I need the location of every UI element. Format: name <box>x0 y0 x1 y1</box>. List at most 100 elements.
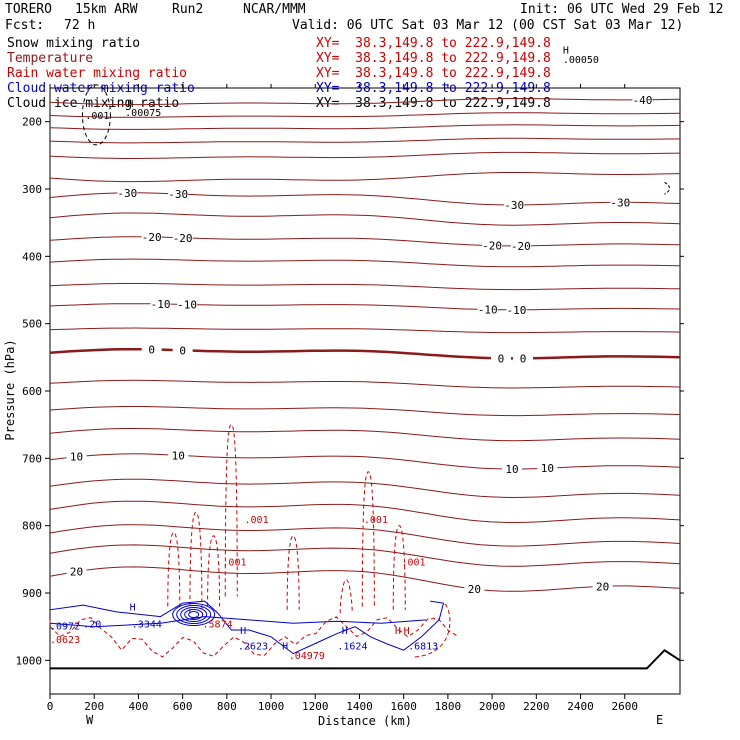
rain-contour <box>286 535 300 610</box>
legend-temperature-name: Temperature <box>7 51 94 66</box>
contour-label-cloud: .0972 <box>50 621 80 632</box>
isotherm-label-bg <box>504 198 525 211</box>
contour-label-rain: H <box>395 626 401 637</box>
contour-label-cloud: .20 <box>83 619 101 630</box>
contour-label-rain: H <box>404 626 410 637</box>
isotherm-label: 0 <box>498 352 505 365</box>
y-axis-title: Pressure (hPa) <box>3 339 17 440</box>
institution-label: NCAR/MMM <box>243 2 306 17</box>
cloud-water-core <box>180 607 208 623</box>
y-tick-label: 200 <box>22 116 42 129</box>
rain-contour <box>392 525 406 610</box>
x-tick-label: 800 <box>217 700 237 713</box>
legend-rain-name: Rain water mixing ratio <box>7 66 188 81</box>
y-tick-label: 500 <box>22 318 42 331</box>
y-tick-label: 600 <box>22 385 42 398</box>
isotherm-label-bg <box>513 352 534 365</box>
isotherm-label: -30 <box>117 187 137 200</box>
contour-label-cloud: H <box>342 626 348 637</box>
legend-temperature-xy: XY= 38.3,149.8 to 222.9,149.8 <box>316 51 551 66</box>
x-tick-label: 1400 <box>346 700 373 713</box>
isotherm-label-bg <box>150 297 171 310</box>
rain-contour <box>224 424 238 597</box>
isotherm-label-bg <box>632 93 653 106</box>
y-tick-label: 700 <box>22 452 42 465</box>
isotherm-label-bg <box>482 239 503 252</box>
isotherm-label-bg <box>592 580 613 593</box>
cloud-water-contour-inner <box>49 616 426 628</box>
isotherm-label-bg <box>506 303 527 316</box>
isotherm-label: 0 <box>520 352 527 365</box>
legend-snow-xy: XY= 38.3,149.8 to 222.9,149.8 <box>316 36 551 51</box>
isotherm-label-bg <box>66 565 87 578</box>
contour-label-rain: .5874 <box>203 619 233 630</box>
isotherm-label-bg <box>168 449 189 462</box>
valid-time: Valid: 06 UTC Sat 03 Mar 12 (00 CST Sat … <box>292 18 684 33</box>
contour-label-rain: .001 <box>245 515 269 526</box>
isotherm-label: -10 <box>506 304 526 317</box>
y-tick-label: 900 <box>22 587 42 600</box>
isotherm-label-bg <box>172 231 193 244</box>
isotherm-label-bg <box>490 352 511 365</box>
isotherm-label-bg <box>537 462 558 475</box>
cloud-water-core <box>172 603 216 627</box>
isotherm-12 <box>49 478 681 499</box>
plot-frame <box>49 87 681 695</box>
isotherm-label: -30 <box>168 188 188 201</box>
isotherm-label: 0 <box>179 344 186 357</box>
isotherm--6 <box>49 327 681 334</box>
cloud-water-core <box>176 605 212 625</box>
isotherm--30 <box>49 172 681 183</box>
y-tick-label: 1000 <box>16 654 43 667</box>
contour-label-rain: .04979 <box>289 651 325 662</box>
legend-rain-xy: XY= 38.3,149.8 to 222.9,149.8 <box>316 66 551 81</box>
isotherm-label-bg <box>172 344 193 357</box>
contour-label-snow: H <box>127 99 133 110</box>
init-time: Init: 06 UTC Wed 29 Feb 12 <box>520 2 724 17</box>
isotherm-label-bg <box>510 239 531 252</box>
isotherm-18 <box>49 544 681 567</box>
x-tick-label: 0 <box>47 700 54 713</box>
x-tick-label: 200 <box>84 700 104 713</box>
isotherm-label: -20 <box>173 232 193 245</box>
isotherm-label: -10 <box>177 298 197 311</box>
y-tick-label: 800 <box>22 520 42 533</box>
contour-label-snow: .001 <box>85 111 109 122</box>
isotherm--10 <box>49 303 681 311</box>
rain-contour <box>207 535 221 607</box>
rain-contour <box>167 531 181 607</box>
rain-contour <box>189 511 203 614</box>
contour-label-cloud: .2623 <box>238 642 268 653</box>
x-axis-title: Distance (km) <box>318 714 412 728</box>
isotherm-label: 20 <box>468 583 481 596</box>
run-label: Run2 <box>172 2 204 17</box>
x-tick-label: 1000 <box>258 700 285 713</box>
isotherm-label-bg <box>168 187 189 200</box>
isotherm-label: 20 <box>596 580 609 593</box>
cloud-water-core <box>188 611 200 619</box>
endpoint-east-label: E <box>656 713 663 727</box>
resolution-label: 15km ARW <box>75 2 138 17</box>
isotherm-label-bg <box>177 298 198 311</box>
isotherm--36 <box>49 124 681 130</box>
endpoint-west-label: W <box>86 713 94 727</box>
isotherm--28 <box>49 192 681 206</box>
isotherm-label-bg <box>502 463 522 476</box>
forecast-hour-label: Fcst: <box>5 18 45 33</box>
contour-label-cloud: .1624 <box>337 642 367 653</box>
isotherm-label-bg <box>141 343 162 356</box>
isotherm-label: -20 <box>142 231 162 244</box>
cloud-water-core <box>184 609 204 621</box>
isotherm-label: -30 <box>610 196 630 209</box>
contour-label-cloud: H <box>240 626 246 637</box>
contour-label-rain: .001 <box>222 557 246 568</box>
x-tick-label: 2200 <box>523 700 550 713</box>
rain-contour <box>339 579 353 614</box>
rain-contour <box>361 471 375 607</box>
contour-label-cloud: H <box>130 602 136 613</box>
isotherm--16 <box>49 258 681 268</box>
x-tick-label: 2000 <box>479 700 506 713</box>
isotherm-label-bg <box>610 196 631 209</box>
contour-label-cloud: .6813 <box>408 642 438 653</box>
